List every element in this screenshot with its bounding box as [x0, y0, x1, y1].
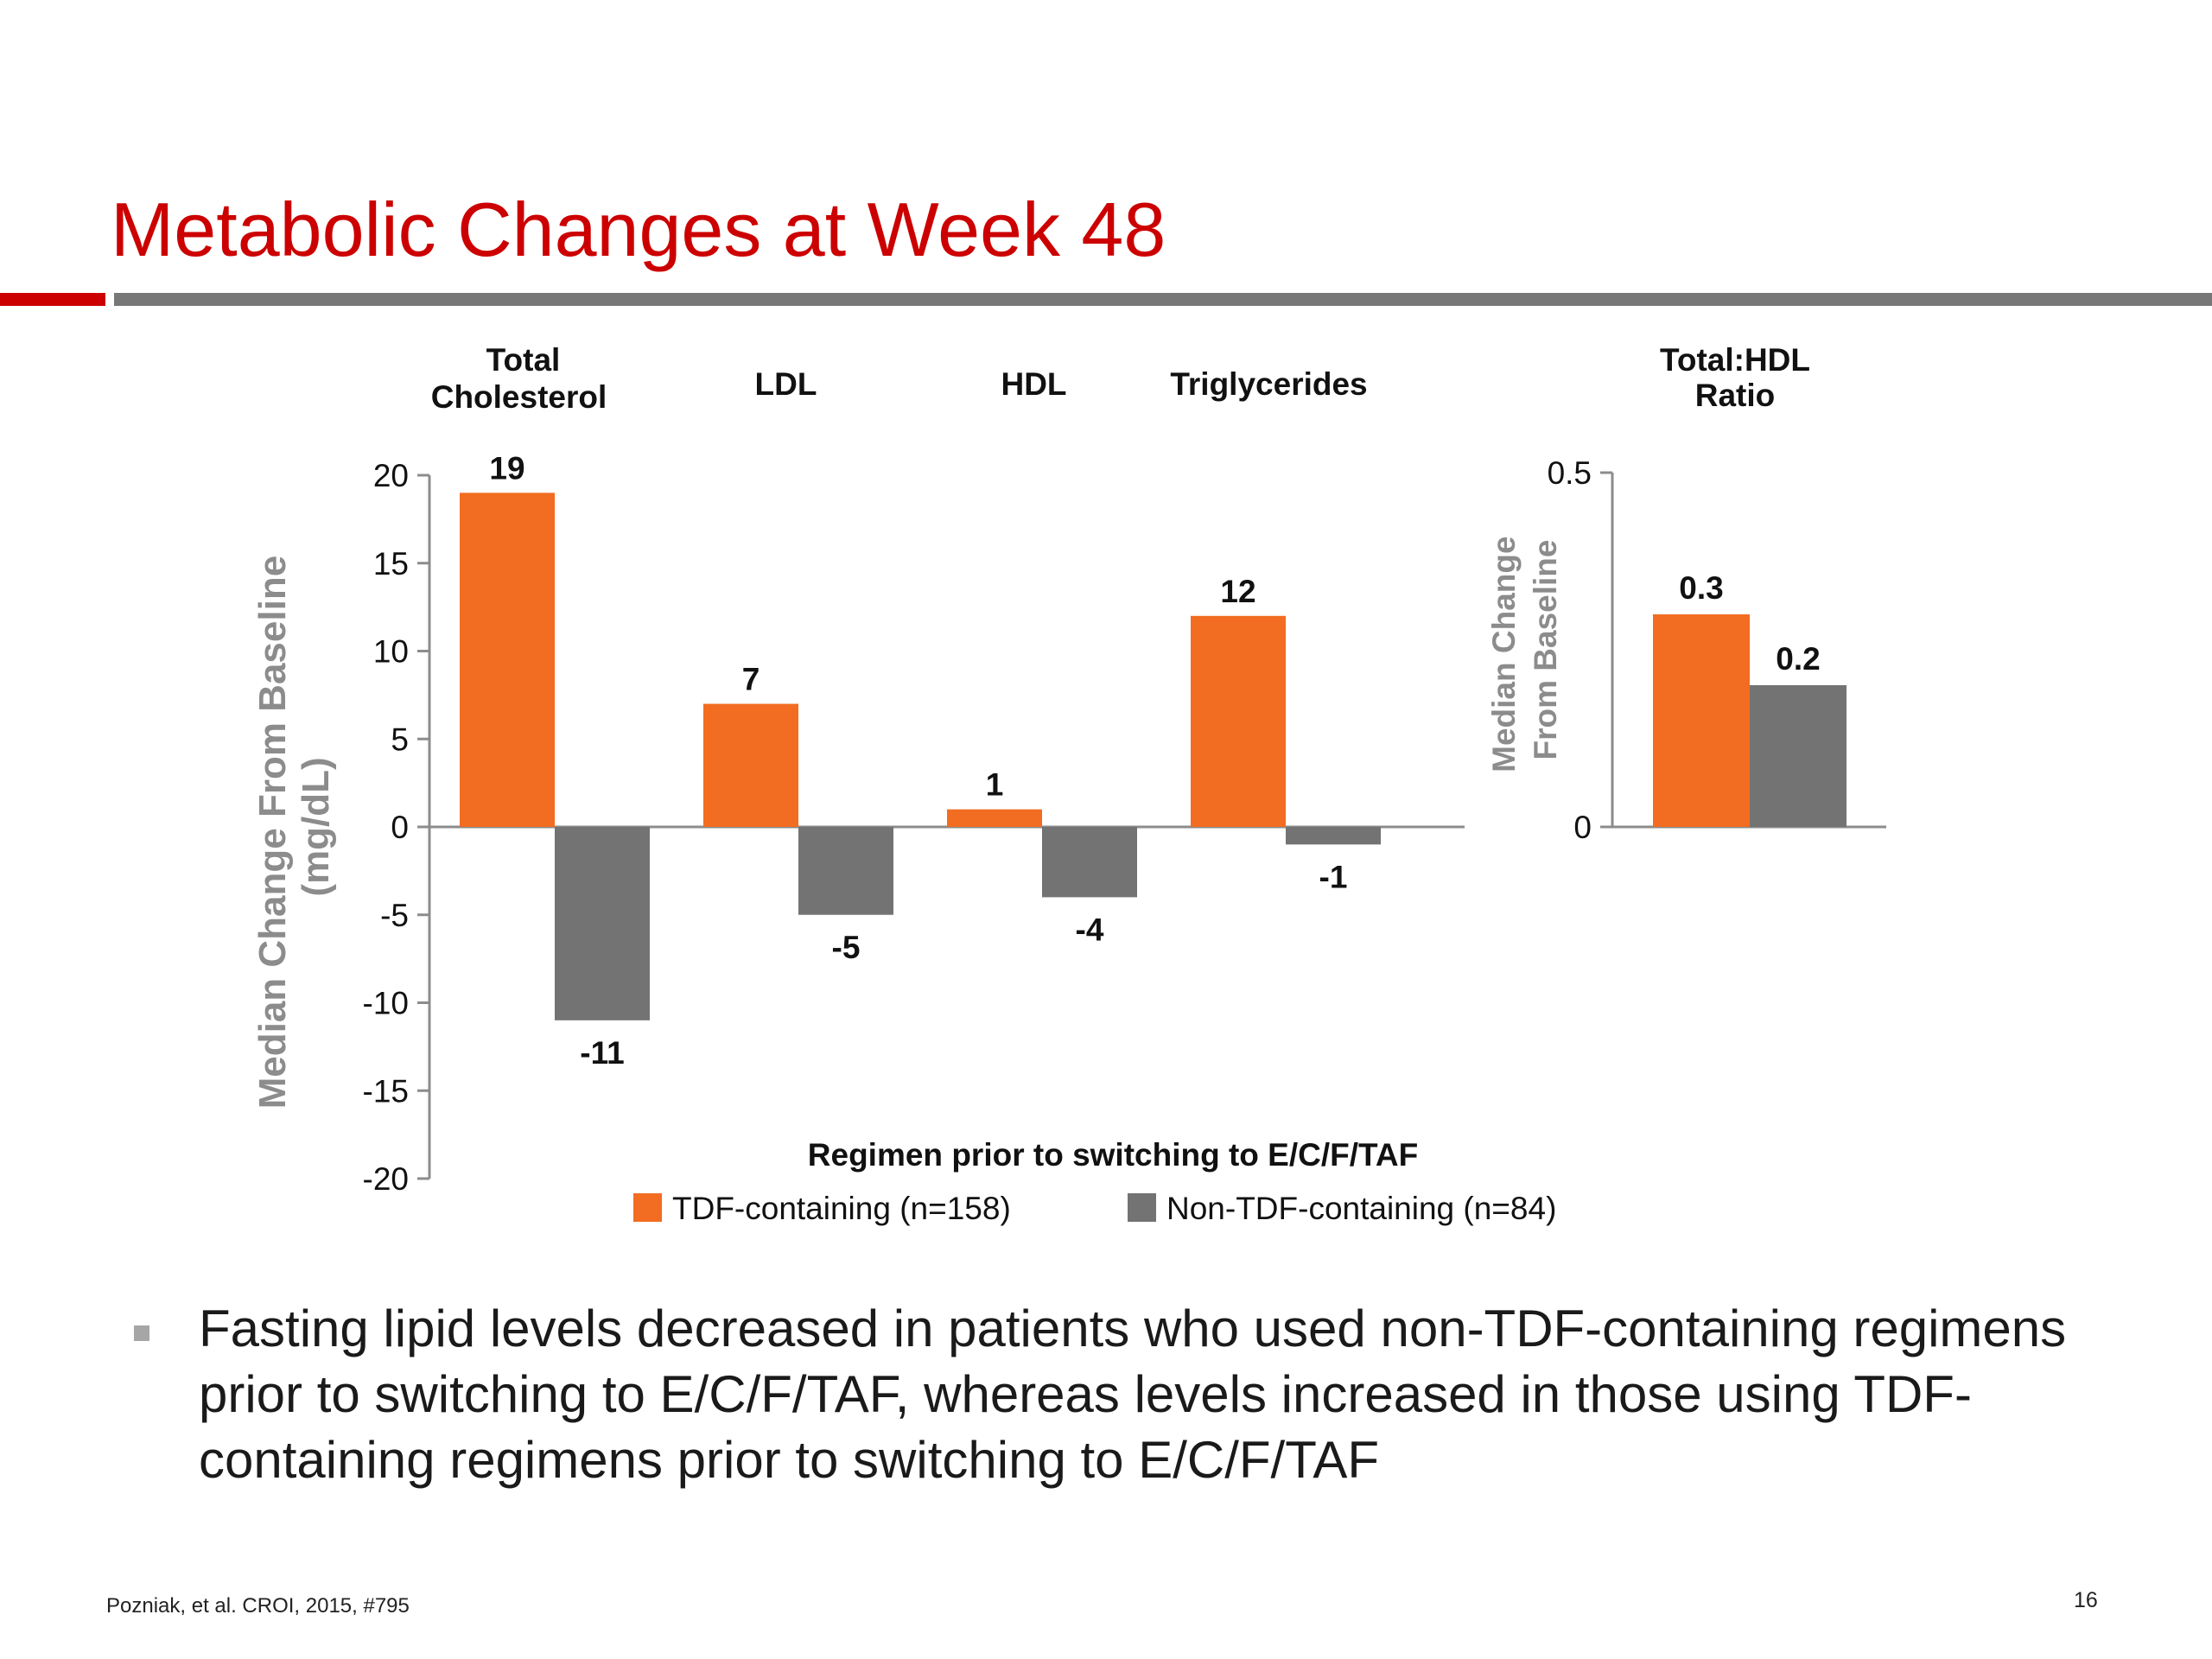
data-label-1-1: -5 [832, 930, 861, 965]
bar-0-0 [460, 493, 555, 827]
ratio-category-label-line1: Total:HDL [1660, 342, 1810, 378]
ratio-y-tick-label-1: 0 [1573, 810, 1592, 845]
main-bars: 19 -11 7 -5 1 -4 12 -1 [460, 450, 1381, 1071]
category-label-1: LDL [755, 366, 817, 402]
data-label-1-2: -4 [1076, 912, 1104, 947]
bar-1-0 [555, 827, 650, 1020]
ratio-bar-1 [1750, 685, 1847, 827]
title-rule [114, 293, 2212, 306]
main-y-tick-label-1: 15 [373, 546, 409, 582]
ratio-bars: 0.3 0.2 [1653, 570, 1847, 827]
ratio-bar-0 [1653, 614, 1750, 827]
category-label-3: Triglycerides [1170, 366, 1367, 402]
data-label-0-2: 1 [986, 767, 1004, 803]
lipid-change-chart: Median Change From Baseline (mg/dL) 2015… [251, 342, 1556, 1226]
main-y-tick-label-3: 5 [391, 721, 409, 757]
ratio-y-axis-label: Median Change From Baseline [1486, 527, 1563, 772]
slide-title: Metabolic Changes at Week 48 [111, 187, 1166, 272]
bar-1-3 [1286, 827, 1381, 845]
main-x-axis-label: Regimen prior to switching to E/C/F/TAF [808, 1137, 1418, 1173]
bar-1-2 [1042, 827, 1137, 898]
main-y-axis-label: Median Change From Baseline (mg/dL) [251, 545, 337, 1109]
bar-0-3 [1191, 615, 1286, 827]
bullet-marker [134, 1325, 149, 1341]
category-label-0-line2: Cholesterol [431, 379, 607, 415]
bar-0-2 [947, 809, 1042, 827]
legend-swatch-1 [1128, 1193, 1156, 1222]
main-y-tick-label-7: -15 [363, 1073, 409, 1109]
data-label-1-3: -1 [1319, 859, 1348, 894]
bullet-text: Fasting lipid levels decreased in patien… [199, 1300, 2067, 1489]
bar-1-1 [798, 827, 893, 915]
main-y-tick-label-6: -10 [363, 986, 409, 1021]
main-y-tick-label-8: -20 [363, 1161, 409, 1197]
data-label-0-3: 12 [1220, 574, 1255, 609]
ratio-data-label-0: 0.3 [1679, 570, 1723, 606]
ratio-y-tick-label-0: 0.5 [1548, 455, 1592, 491]
bar-0-1 [703, 703, 798, 827]
ratio-y-axis-label-line1: Median Change [1486, 536, 1522, 772]
ratio-change-chart: Median Change From Baseline 0.50 0.30.2 … [1486, 342, 1886, 845]
ratio-data-label-1: 0.2 [1776, 641, 1820, 677]
data-label-0-1: 7 [742, 662, 760, 697]
legend-label-0: TDF-containing (n=158) [672, 1191, 1011, 1226]
main-y-axis-label-line2: (mg/dL) [295, 757, 337, 896]
main-y-tick-label-5: -5 [380, 898, 409, 933]
main-y-tick-label-0: 20 [373, 458, 409, 493]
ratio-y-axis-label-line2: From Baseline [1528, 540, 1563, 760]
data-label-0-0: 19 [489, 450, 524, 486]
data-label-1-0: -11 [580, 1035, 624, 1071]
main-y-axis-label-line1: Median Change From Baseline [251, 556, 294, 1109]
chart-legend: TDF-containing (n=158) Non-TDF-containing… [633, 1191, 1556, 1226]
citation: Pozniak, et al. CROI, 2015, #795 [106, 1594, 410, 1618]
main-axes: 20 15 10 5 0 -5 -10 -15 -20 [363, 458, 1465, 1197]
slide-number: 16 [2074, 1588, 2098, 1612]
lipid-charts: Median Change From Baseline (mg/dL) 2015… [251, 342, 1886, 1226]
ratio-category-label-line2: Ratio [1695, 378, 1776, 413]
legend-label-1: Non-TDF-containing (n=84) [1166, 1191, 1556, 1226]
main-y-tick-label-4: 0 [391, 810, 409, 845]
legend-swatch-0 [633, 1193, 662, 1222]
title-rule-accent [0, 293, 105, 306]
category-label-0-line1: Total [486, 342, 561, 378]
category-label-2: HDL [1001, 366, 1066, 402]
main-y-tick-label-2: 10 [373, 634, 409, 670]
